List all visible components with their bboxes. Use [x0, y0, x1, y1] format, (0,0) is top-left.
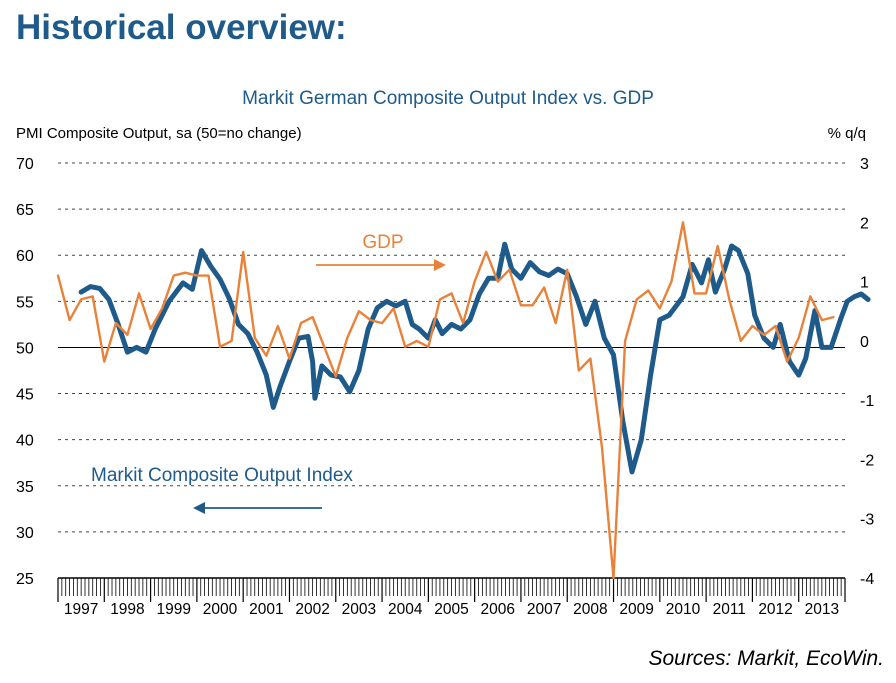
chart-title: Markit German Composite Output Index vs.…: [242, 88, 654, 109]
left-tick-label: 55: [16, 294, 34, 311]
left-tick-label: 60: [16, 248, 34, 265]
x-tick-label: 2000: [203, 601, 238, 618]
gdp-arrowhead: [434, 259, 446, 271]
right-tick-label: 2: [860, 215, 869, 232]
pmi-series-line: [78, 241, 871, 475]
right-axis-label: % q/q: [827, 125, 866, 142]
annotations: GDP Markit Composite Output Index: [91, 232, 446, 514]
left-tick-label: 25: [16, 571, 34, 588]
x-tick-label: 1997: [64, 601, 98, 618]
x-tick-label: 2012: [758, 601, 792, 618]
source-note: Sources: Markit, EcoWin.: [648, 647, 884, 670]
left-tick-label: 65: [16, 202, 34, 219]
x-tick-label: 2007: [527, 601, 561, 618]
x-tick-label: 2004: [388, 601, 423, 618]
right-tick-label: -1: [860, 393, 874, 410]
axis-tick-labels: 70 65 60 55 50 45 40 35 30 25 3 2 1 0 -1 -2 -3 -4 1997 1998…: [16, 156, 874, 618]
right-tick-label: -4: [860, 571, 874, 588]
x-tick-label: 1999: [156, 601, 190, 618]
left-tick-label: 45: [16, 387, 34, 404]
right-tick-label: -2: [860, 452, 874, 469]
left-tick-label: 50: [16, 340, 34, 357]
left-tick-label: 40: [16, 433, 34, 450]
series-lines: [56, 221, 871, 580]
right-tick-label: 0: [860, 334, 869, 351]
gdp-annotation: GDP: [362, 232, 403, 253]
x-tick-label: 2005: [434, 601, 468, 618]
right-tick-label: 3: [860, 156, 869, 173]
pmi-annotation: Markit Composite Output Index: [91, 465, 353, 486]
x-tick-label: 2001: [249, 601, 283, 618]
page-title: Historical overview:: [16, 8, 347, 47]
x-tick-label: 1998: [110, 601, 144, 618]
pmi-arrowhead: [193, 502, 205, 514]
x-tick-label: 2003: [342, 601, 376, 618]
right-tick-label: -3: [860, 512, 874, 529]
x-tick-label: 2006: [481, 601, 515, 618]
x-tick-label: 2002: [295, 601, 329, 618]
x-tick-label: 2011: [713, 601, 746, 618]
x-tick-label: 2010: [666, 601, 701, 618]
x-axis-ticks: [57, 577, 846, 602]
left-tick-label: 35: [16, 479, 34, 496]
x-tick-label: 2013: [805, 601, 839, 618]
left-axis-label: PMI Composite Output, sa (50=no change): [16, 125, 302, 142]
x-tick-label: 2009: [619, 601, 653, 618]
right-tick-label: 1: [860, 275, 869, 292]
x-tick-label: 2008: [573, 601, 607, 618]
gdp-series-line: [56, 221, 835, 580]
left-tick-label: 70: [16, 156, 34, 173]
left-tick-label: 30: [16, 525, 34, 542]
gridlines: [58, 162, 845, 533]
